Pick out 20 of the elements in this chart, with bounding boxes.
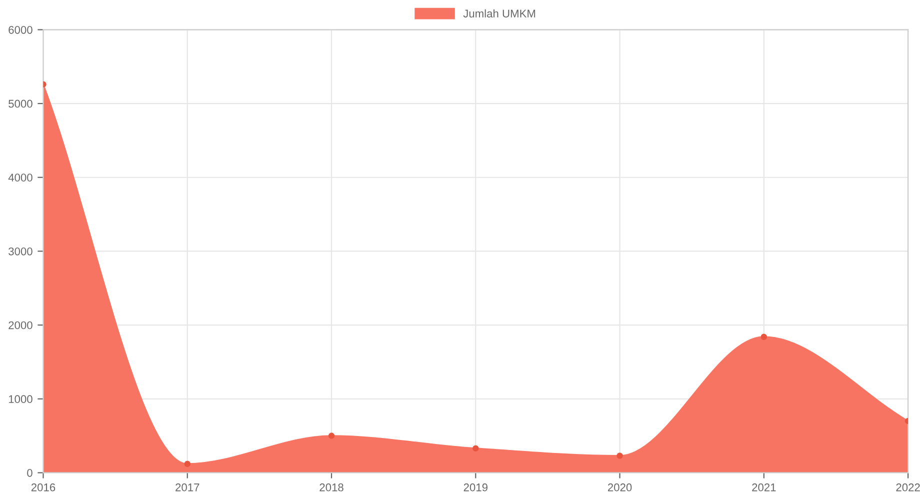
x-tick-label: 2018 <box>320 483 344 492</box>
x-tick-label: 2019 <box>464 483 488 492</box>
legend-label: Jumlah UMKM <box>463 9 536 18</box>
y-tick-label: 4000 <box>8 174 32 182</box>
point <box>616 452 623 459</box>
y-tick-label: 5000 <box>8 100 32 108</box>
y-tick-label: 3000 <box>8 247 32 256</box>
x-tick-label: 2021 <box>752 483 776 492</box>
point <box>472 445 479 452</box>
point <box>760 334 768 340</box>
point <box>328 432 335 439</box>
x-tick-label: 2016 <box>31 483 56 492</box>
point <box>184 460 190 467</box>
y-tick-label: 0 <box>27 468 32 477</box>
x-tick-label: 2017 <box>176 483 200 492</box>
x-tick-label: 2020 <box>608 483 632 492</box>
y-tick-label: 6000 <box>8 26 32 34</box>
y-tick-label: 1000 <box>8 395 32 404</box>
x-tick-label: 2022 <box>896 483 920 492</box>
y-tick-label: 2000 <box>8 321 32 330</box>
